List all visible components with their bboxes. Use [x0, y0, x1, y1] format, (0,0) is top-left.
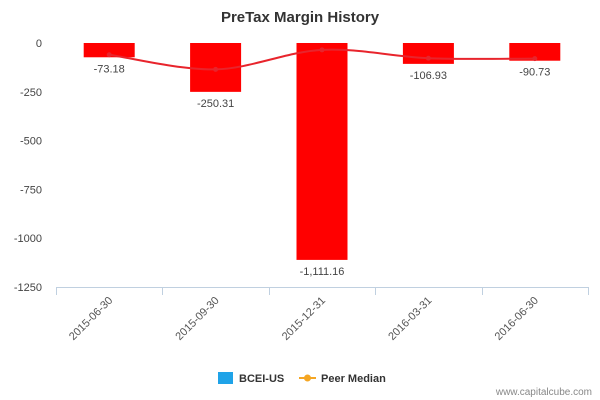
peer-median-point	[532, 56, 538, 62]
x-axis: 2015-06-30 2015-09-30 2015-12-31 2016-03-31…	[56, 287, 589, 343]
legend-swatch-marker	[304, 374, 311, 382]
data-label: -1,111.16	[300, 266, 345, 278]
data-label: -73.18	[94, 63, 125, 75]
y-tick-label: -250	[20, 87, 42, 99]
legend-swatch-bar	[218, 372, 233, 384]
chart-title: PreTax Margin History	[221, 9, 380, 26]
bars-group	[83, 43, 561, 260]
peer-median-point	[213, 66, 219, 72]
watermark: www.capitalcube.com	[495, 387, 592, 398]
bar	[296, 43, 348, 260]
y-axis: 0 -250 -500 -750 -1000 -1250	[14, 38, 42, 294]
legend-label: Peer Median	[321, 373, 386, 385]
x-tick-label: 2015-06-30	[67, 295, 115, 343]
bar	[402, 43, 454, 64]
peer-median-point	[106, 52, 112, 58]
y-tick-label: -1000	[14, 233, 42, 245]
y-tick-label: -500	[20, 136, 42, 148]
x-tick-label: 2016-06-30	[493, 295, 541, 343]
data-label: -90.73	[519, 67, 550, 79]
peer-median-line-group	[106, 47, 538, 72]
x-tick-label: 2015-12-31	[280, 295, 328, 343]
peer-median-point	[425, 55, 431, 61]
bar	[83, 43, 135, 58]
data-label: -106.93	[410, 70, 447, 82]
bar	[509, 43, 561, 61]
y-tick-label: -750	[20, 184, 42, 196]
y-tick-label: -1250	[14, 282, 42, 294]
legend: BCEI-US Peer Median	[218, 372, 386, 385]
y-tick-label: 0	[36, 38, 42, 50]
data-label: -250.31	[197, 98, 234, 110]
x-tick-label: 2015-09-30	[173, 295, 221, 343]
legend-label: BCEI-US	[239, 373, 284, 385]
x-tick-label: 2016-03-31	[386, 295, 434, 343]
peer-median-point	[319, 47, 325, 53]
data-labels-group: -73.18 -250.31 -1,111.16 -106.93 -90.73	[94, 63, 551, 278]
